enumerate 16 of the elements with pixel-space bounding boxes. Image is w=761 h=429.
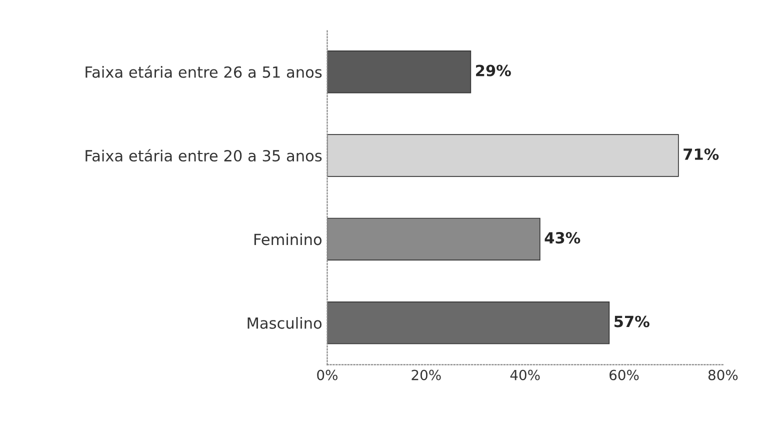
x-tick-label: 0% xyxy=(317,370,338,380)
data-label: 29% xyxy=(476,64,511,76)
bar xyxy=(327,50,472,94)
y-tick-label: Feminino xyxy=(254,233,322,246)
y-tick-label: Faixa etária entre 20 a 35 anos xyxy=(86,149,322,162)
bar xyxy=(327,301,610,344)
y-tick-label: Faixa etária entre 26 a 51 anos xyxy=(86,65,322,78)
data-label: 71% xyxy=(684,148,719,160)
x-tick-label: 20% xyxy=(412,370,441,380)
data-label: 43% xyxy=(544,232,580,244)
data-label: 57% xyxy=(614,316,650,328)
y-tick-label: Masculino xyxy=(248,317,322,329)
bar xyxy=(327,134,679,177)
x-tick-label: 80% xyxy=(708,370,738,380)
x-tick-label: 60% xyxy=(610,370,639,380)
x-tick-label: 40% xyxy=(510,370,540,380)
